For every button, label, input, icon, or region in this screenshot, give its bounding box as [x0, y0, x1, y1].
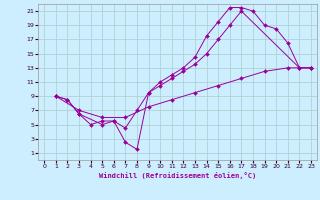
X-axis label: Windchill (Refroidissement éolien,°C): Windchill (Refroidissement éolien,°C) — [99, 172, 256, 179]
